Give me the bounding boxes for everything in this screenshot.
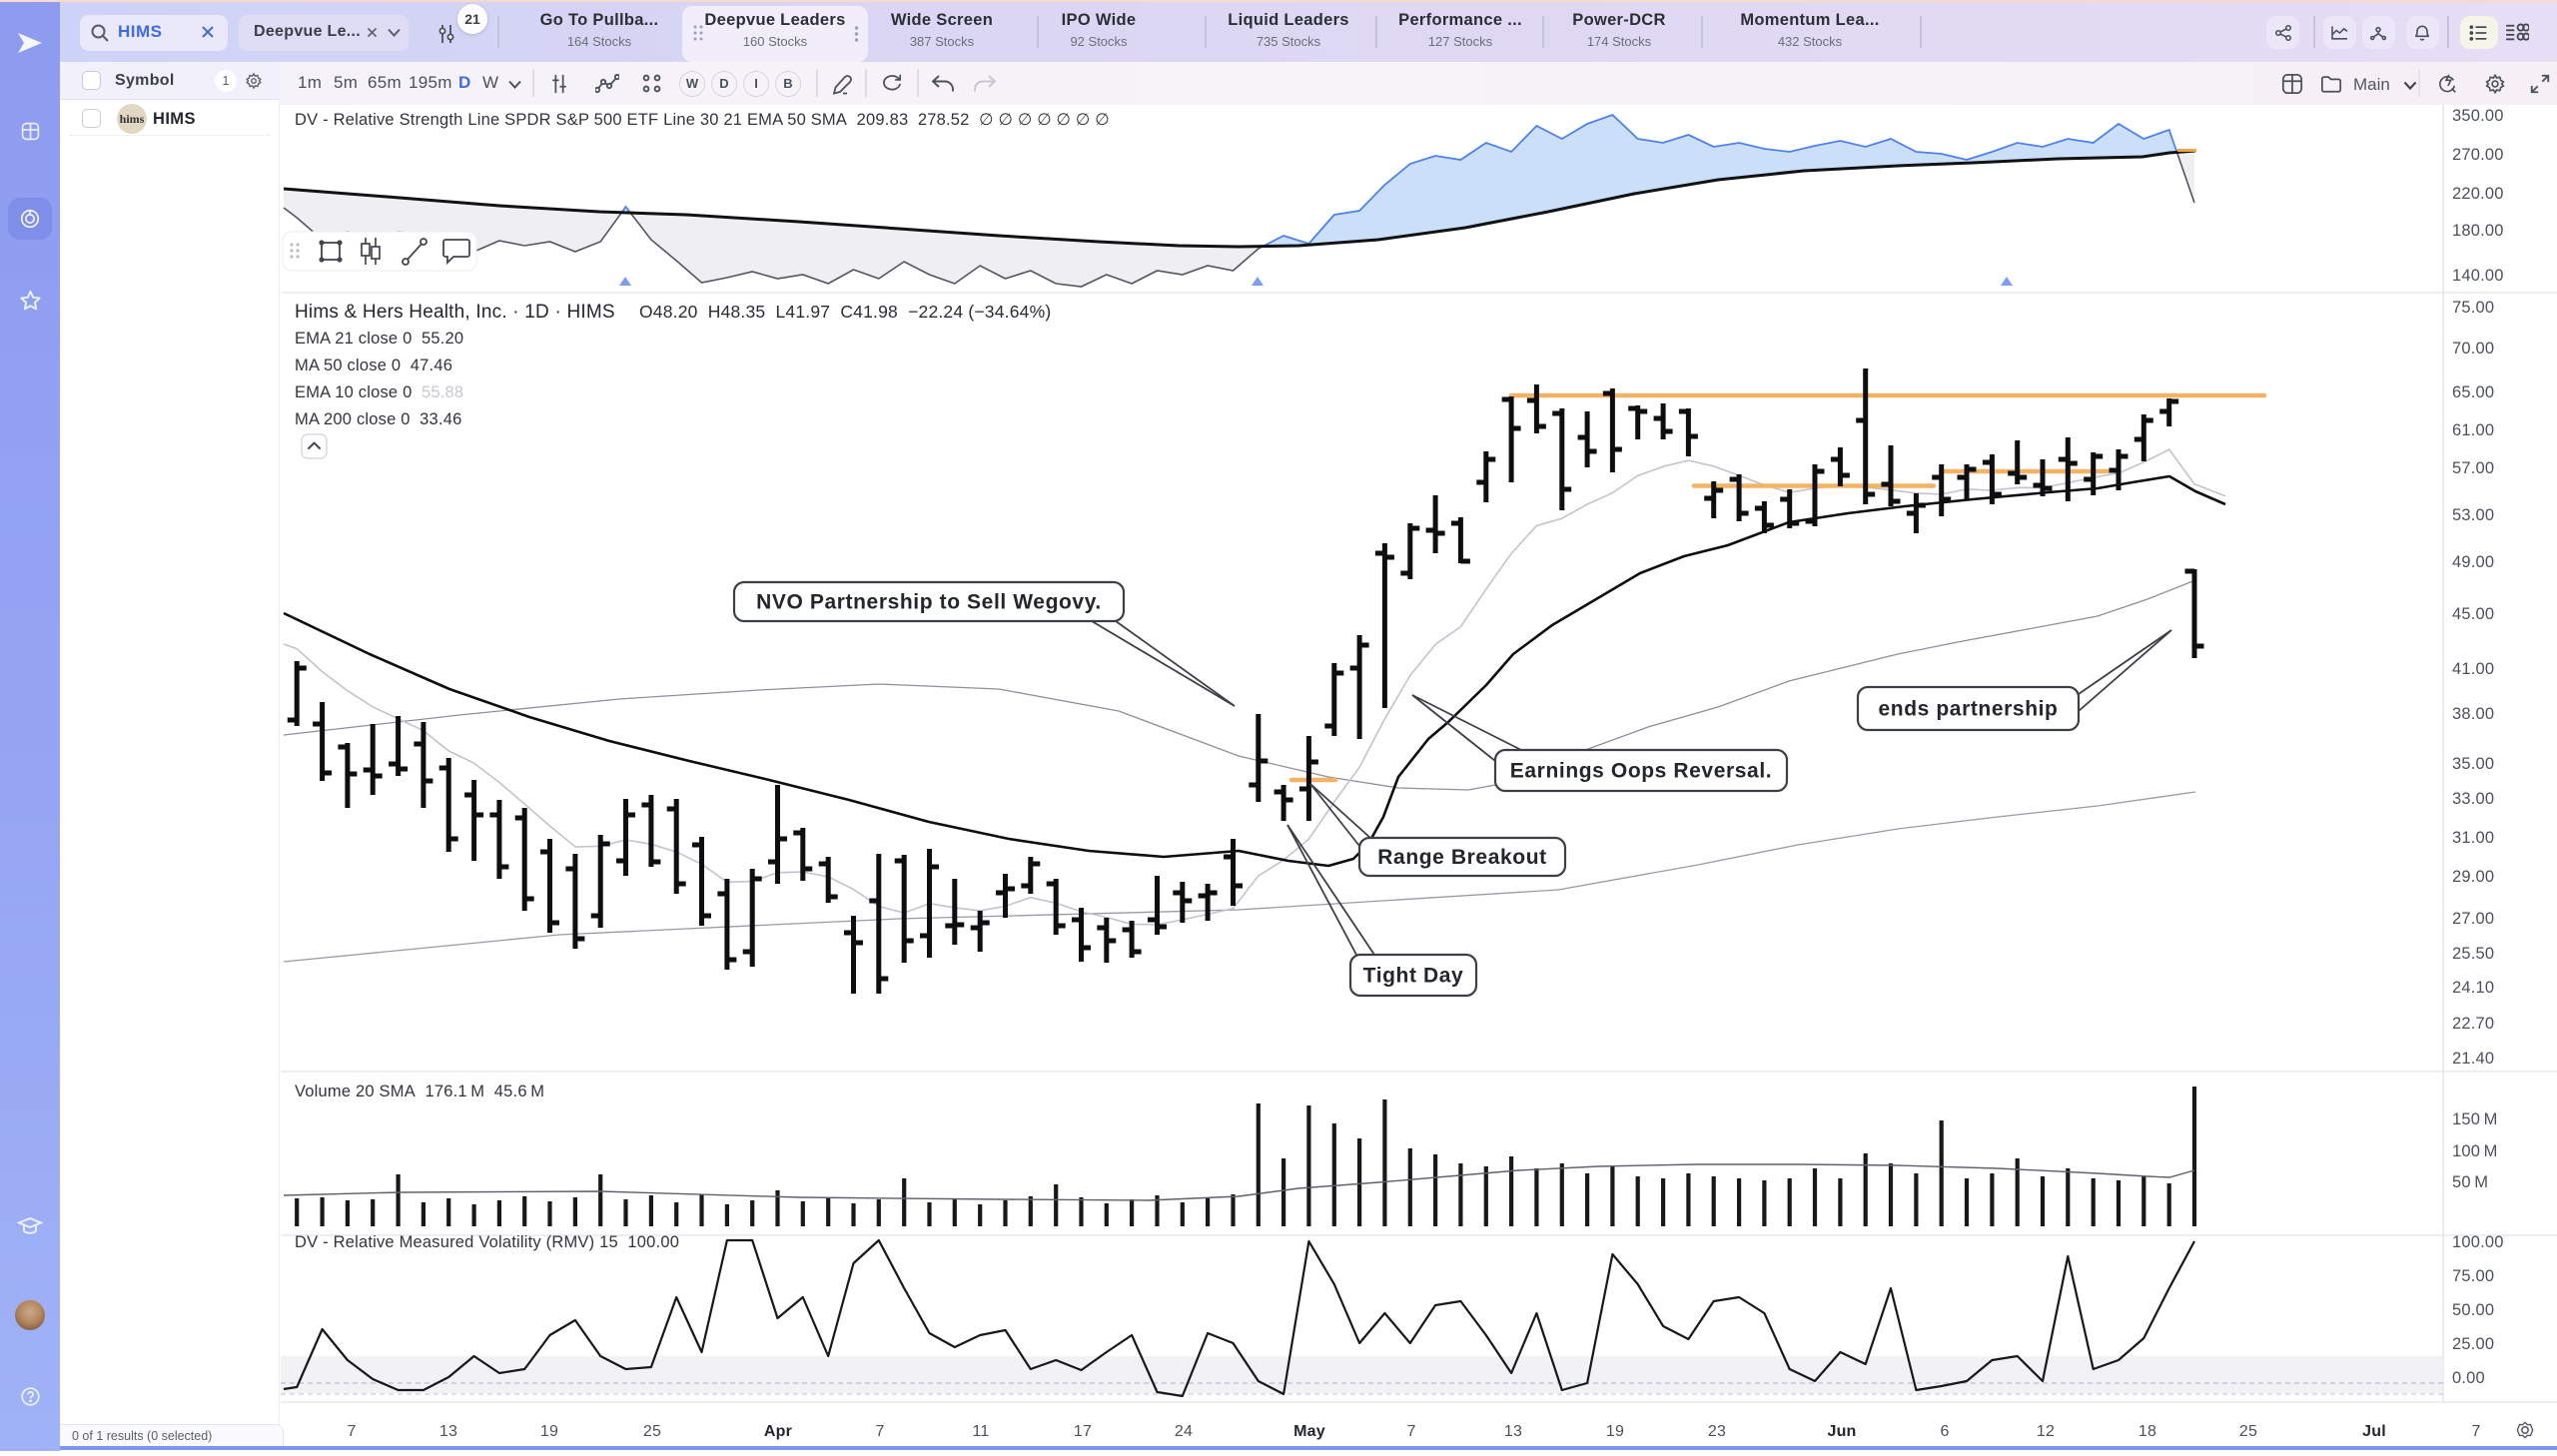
svg-text:100.00: 100.00 xyxy=(2452,1233,2504,1251)
svg-text:61.00: 61.00 xyxy=(2452,421,2494,439)
svg-text:Earnings Oops Reversal.: Earnings Oops Reversal. xyxy=(1510,760,1772,783)
svg-text:Hims & Hers Health, Inc. · 1D: Hims & Hers Health, Inc. · 1D · HIMS xyxy=(295,302,615,323)
svg-text:50 M: 50 M xyxy=(2452,1173,2488,1191)
svg-text:140.00: 140.00 xyxy=(2452,267,2504,285)
svg-text:150 M: 150 M xyxy=(2452,1110,2498,1128)
svg-text:7: 7 xyxy=(1406,1423,1415,1440)
svg-text:25.50: 25.50 xyxy=(2452,945,2494,963)
svg-text:27.00: 27.00 xyxy=(2452,910,2494,928)
svg-text:Range Breakout: Range Breakout xyxy=(1377,846,1546,869)
svg-text:350.00: 350.00 xyxy=(2452,107,2504,125)
svg-text:75.00: 75.00 xyxy=(2452,299,2494,317)
svg-text:24.10: 24.10 xyxy=(2452,979,2494,997)
svg-text:EMA 21 close 0 55.20: EMA 21 close 0 55.20 xyxy=(295,330,463,348)
svg-text:MA 50 close 0 47.46: MA 50 close 0 47.46 xyxy=(295,357,452,374)
svg-text:MA 200 close 0 33.46: MA 200 close 0 33.46 xyxy=(295,410,461,428)
svg-text:0.00: 0.00 xyxy=(2452,1369,2485,1387)
svg-text:19: 19 xyxy=(540,1423,558,1440)
svg-text:22.70: 22.70 xyxy=(2452,1015,2494,1033)
svg-text:25: 25 xyxy=(643,1423,661,1440)
svg-text:23: 23 xyxy=(1708,1423,1726,1440)
svg-text:ends partnership: ends partnership xyxy=(1879,698,2059,721)
svg-text:38.00: 38.00 xyxy=(2452,705,2494,723)
svg-text:Apr: Apr xyxy=(764,1423,792,1440)
svg-text:19: 19 xyxy=(1606,1423,1624,1440)
svg-text:17: 17 xyxy=(1074,1423,1092,1440)
svg-text:70.00: 70.00 xyxy=(2452,340,2494,358)
svg-text:25.00: 25.00 xyxy=(2452,1335,2494,1353)
svg-text:6: 6 xyxy=(1940,1423,1949,1440)
svg-text:21.40: 21.40 xyxy=(2452,1050,2494,1068)
svg-text:12: 12 xyxy=(2037,1423,2055,1440)
svg-text:75.00: 75.00 xyxy=(2452,1267,2494,1285)
svg-text:41.00: 41.00 xyxy=(2452,660,2494,678)
svg-text:180.00: 180.00 xyxy=(2452,222,2504,240)
svg-text:Volume 20 SMA 176.1 M 45.6 M: Volume 20 SMA 176.1 M 45.6 M xyxy=(295,1083,544,1100)
svg-text:13: 13 xyxy=(439,1423,457,1440)
svg-text:49.00: 49.00 xyxy=(2452,553,2494,571)
svg-text:24: 24 xyxy=(1175,1423,1193,1440)
svg-text:EMA 10 close 0 55.88: EMA 10 close 0 55.88 xyxy=(295,383,463,401)
svg-text:7: 7 xyxy=(875,1423,884,1440)
svg-text:45.00: 45.00 xyxy=(2452,605,2494,623)
svg-text:50.00: 50.00 xyxy=(2452,1301,2494,1319)
svg-text:DV - Relative Measured Volatil: DV - Relative Measured Volatility (RMV) … xyxy=(295,1233,679,1251)
svg-text:29.00: 29.00 xyxy=(2452,868,2494,886)
svg-text:270.00: 270.00 xyxy=(2452,146,2504,164)
svg-text:31.00: 31.00 xyxy=(2452,829,2494,847)
svg-text:100 M: 100 M xyxy=(2452,1142,2498,1160)
svg-text:May: May xyxy=(1293,1423,1325,1440)
svg-text:O48.20 H48.35 L41.97 C41.98: O48.20 H48.35 L41.97 C41.98 −22.24 (−34.… xyxy=(639,302,1051,322)
svg-text:DV - Relative Strength Line SP: DV - Relative Strength Line SPDR S&P 500… xyxy=(295,111,1110,129)
svg-text:57.00: 57.00 xyxy=(2452,459,2494,477)
svg-text:NVO Partnership to Sell Wegovy: NVO Partnership to Sell Wegovy. xyxy=(756,591,1102,614)
svg-text:53.00: 53.00 xyxy=(2452,506,2494,524)
svg-text:Jul: Jul xyxy=(2362,1423,2386,1440)
svg-text:18: 18 xyxy=(2138,1423,2156,1440)
svg-text:220.00: 220.00 xyxy=(2452,185,2504,203)
svg-text:25: 25 xyxy=(2239,1423,2257,1440)
svg-text:65.00: 65.00 xyxy=(2452,383,2494,401)
svg-text:Tight Day: Tight Day xyxy=(1363,965,1464,988)
svg-text:7: 7 xyxy=(347,1423,356,1440)
svg-text:35.00: 35.00 xyxy=(2452,755,2494,773)
svg-text:13: 13 xyxy=(1504,1423,1522,1440)
svg-text:Jun: Jun xyxy=(1827,1423,1856,1440)
svg-text:11: 11 xyxy=(972,1423,989,1440)
svg-text:7: 7 xyxy=(2471,1423,2480,1440)
svg-text:33.00: 33.00 xyxy=(2452,790,2494,808)
